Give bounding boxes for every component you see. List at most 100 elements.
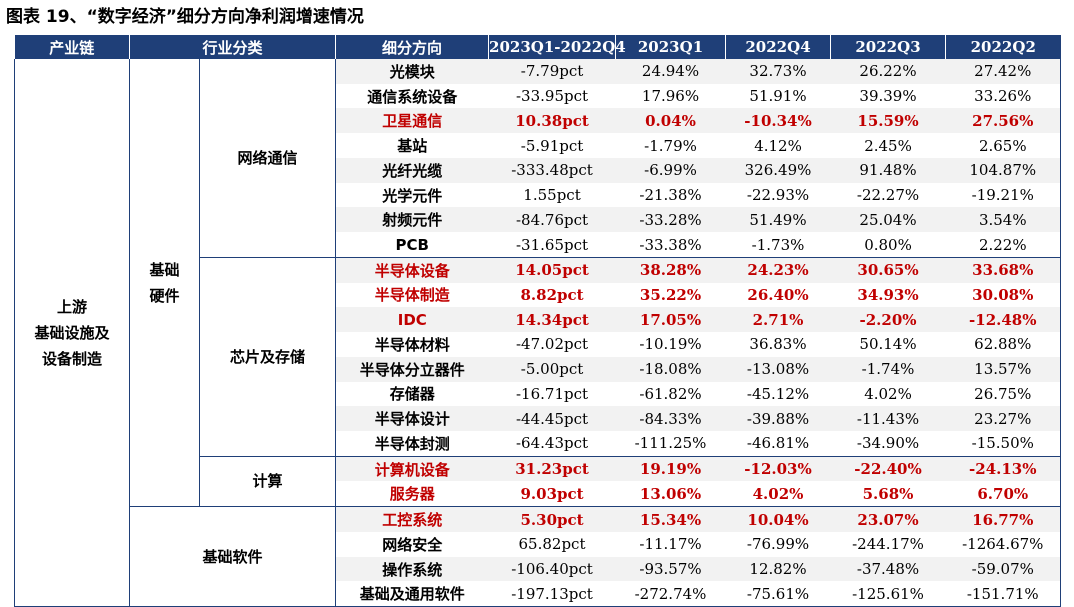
- header-change: 2023Q1-2022Q4: [488, 35, 626, 59]
- table-row: 半导体设计 -44.45pct -84.33% -39.88% -11.43% 23.27…: [15, 406, 1062, 432]
- header-2023q1: 2023Q1: [615, 35, 726, 59]
- table-row: 基础软件 工控系统 5.30pct 15.34% 10.04% 23.07% 16.77%: [15, 506, 1062, 607]
- subsector-name: 基础及通用软件: [335, 581, 489, 607]
- subsector-name: PCB: [335, 232, 489, 258]
- table-row: 半导体制造 8.82pct 35.22% 26.40% 34.93% 30.08%: [15, 282, 1062, 308]
- value-cell: 30.65%: [830, 257, 946, 283]
- value-cell: 14.34pct: [488, 307, 616, 333]
- table-row: 芯片及存储 半导体设备 14.05pct 38.28% 24.23% 30.65% 33.6…: [15, 257, 1062, 457]
- value-cell: 23.07%: [830, 506, 946, 532]
- value-cell: -12.03%: [725, 456, 831, 482]
- value-cell: 33.68%: [945, 257, 1062, 283]
- value-cell: 4.12%: [754, 136, 802, 155]
- table-row: 半导体材料 -47.02pct -10.19% 36.83% 50.14% 62.88%: [15, 332, 1062, 357]
- table-row: 半导体分立器件 -5.00pct -18.08% -13.08% -1.74% 13.57…: [15, 356, 1062, 382]
- value-cell: 19.19%: [615, 456, 726, 482]
- value-cell: 39.39%: [859, 87, 917, 106]
- value-cell: -5.00pct: [488, 356, 616, 382]
- table-row: IDC 14.34pct 17.05% 2.71% -2.20% -12.48%: [15, 307, 1062, 333]
- subsector-name: 射频元件: [335, 207, 489, 233]
- table-row: 操作系统 -106.40pct -93.57% 12.82% -37.48% -59.07…: [15, 556, 1062, 582]
- subsector-name: 通信系统设备: [367, 87, 458, 106]
- value-cell: 51.49%: [725, 207, 831, 233]
- value-cell: 15.34%: [615, 506, 726, 532]
- value-cell: -197.13pct: [488, 581, 616, 607]
- subgroup-chips: 芯片及存储: [199, 257, 337, 457]
- subsector-name: 半导体制造: [374, 286, 450, 305]
- value-cell: -37.48%: [830, 556, 946, 582]
- value-cell: -11.17%: [639, 535, 702, 554]
- header-2022q3: 2022Q3: [830, 35, 946, 59]
- table-row: 网络安全 65.82pct -11.17% -76.99% -244.17% -1264.…: [15, 531, 1062, 557]
- value-cell: -10.19%: [639, 335, 702, 354]
- value-cell: -47.02pct: [515, 335, 589, 354]
- value-cell: 5.30pct: [488, 506, 616, 532]
- subsector-name: 半导体分立器件: [335, 356, 489, 382]
- table-row: 光纤光缆 -333.48pct -6.99% 326.49% 91.48% 104.87%: [15, 157, 1062, 183]
- value-cell: 17.05%: [615, 307, 726, 333]
- value-cell: -13.08%: [725, 356, 831, 382]
- value-cell: 33.26%: [945, 83, 1062, 109]
- header-2022q4: 2022Q4: [725, 35, 831, 59]
- value-cell: 36.83%: [749, 335, 807, 354]
- table-body: 上游 基础设施及 设备制造 基础 硬件 网络通信 光模块 -7.79pct 24.94% 32.7…: [14, 59, 1062, 607]
- value-cell: -16.71pct: [515, 384, 589, 403]
- value-cell: 27.42%: [945, 59, 1062, 84]
- value-cell: 2.45%: [864, 136, 912, 155]
- value-cell: -125.61%: [830, 581, 946, 607]
- value-cell: -61.82%: [639, 384, 702, 403]
- value-cell: 2.71%: [725, 307, 831, 333]
- subsector-name: 服务器: [335, 481, 489, 508]
- value-cell: -10.34%: [725, 108, 831, 134]
- table-row: 光学元件 1.55pct -21.38% -22.93% -22.27% -19.21%: [15, 182, 1062, 208]
- value-cell: 24.94%: [615, 59, 726, 84]
- value-cell: 50.14%: [859, 335, 917, 354]
- subsector-name: 网络安全: [382, 535, 443, 554]
- value-cell: 35.22%: [639, 285, 702, 304]
- value-cell: -1.73%: [725, 232, 831, 258]
- value-cell: -1.74%: [830, 356, 946, 382]
- header-chain: 产业链: [14, 35, 130, 59]
- subgroup-compute: 计算: [199, 456, 337, 508]
- value-cell: 62.88%: [945, 332, 1062, 357]
- value-cell: -5.91pct: [520, 136, 584, 155]
- value-cell: -34.90%: [830, 431, 946, 457]
- subsector-name: 半导体材料: [374, 335, 450, 354]
- value-cell: -22.27%: [856, 186, 920, 205]
- value-cell: -19.21%: [945, 182, 1062, 208]
- subsector-name: IDC: [335, 307, 489, 333]
- value-cell: -106.40pct: [488, 556, 616, 582]
- value-cell: 26.40%: [747, 285, 809, 304]
- value-cell: 13.57%: [945, 356, 1062, 382]
- table-row: 半导体封测 -64.43pct -111.25% -46.81% -34.90% -15.…: [15, 431, 1062, 457]
- value-cell: 16.77%: [945, 506, 1062, 532]
- value-cell: -11.43%: [830, 406, 946, 432]
- value-cell: 32.73%: [725, 59, 831, 84]
- value-cell: 51.91%: [749, 87, 807, 106]
- subsector-name: 半导体设计: [335, 406, 489, 432]
- value-cell: -76.99%: [746, 535, 810, 554]
- value-cell: 17.96%: [641, 87, 700, 106]
- value-cell: 23.27%: [945, 406, 1062, 432]
- value-cell: -1.79%: [644, 136, 697, 155]
- value-cell: -15.50%: [945, 431, 1062, 457]
- subsector-name: 操作系统: [335, 556, 489, 582]
- value-cell: -84.76pct: [488, 207, 616, 233]
- table-row: 基础及通用软件 -197.13pct -272.74% -75.61% -125.61%…: [15, 581, 1062, 607]
- table-row: 存储器 -16.71pct -61.82% -45.12% 4.02% 26.75%: [15, 381, 1062, 407]
- value-cell: 0.80%: [830, 232, 946, 258]
- subsector-name: 卫星通信: [335, 108, 489, 134]
- value-cell: 15.59%: [830, 108, 946, 134]
- subsector-name: 半导体设备: [335, 257, 489, 283]
- header-row: 产业链 行业分类 细分方向 2023Q1-2022Q4 2023Q1 2022Q…: [14, 35, 1061, 59]
- value-cell: 2.22%: [945, 232, 1062, 258]
- header-subsector: 细分方向: [335, 35, 489, 59]
- value-cell: -7.79pct: [488, 59, 616, 84]
- value-cell: 8.82pct: [520, 285, 584, 304]
- table-row: PCB -31.65pct -33.38% -1.73% 0.80% 2.22%: [15, 232, 1062, 258]
- value-cell: 91.48%: [830, 157, 946, 183]
- value-cell: 0.04%: [615, 108, 726, 134]
- value-cell: 24.23%: [725, 257, 831, 283]
- value-cell: 326.49%: [725, 157, 831, 183]
- table-row: 通信系统设备 -33.95pct 17.96% 51.91% 39.39% 33.26%: [15, 83, 1062, 109]
